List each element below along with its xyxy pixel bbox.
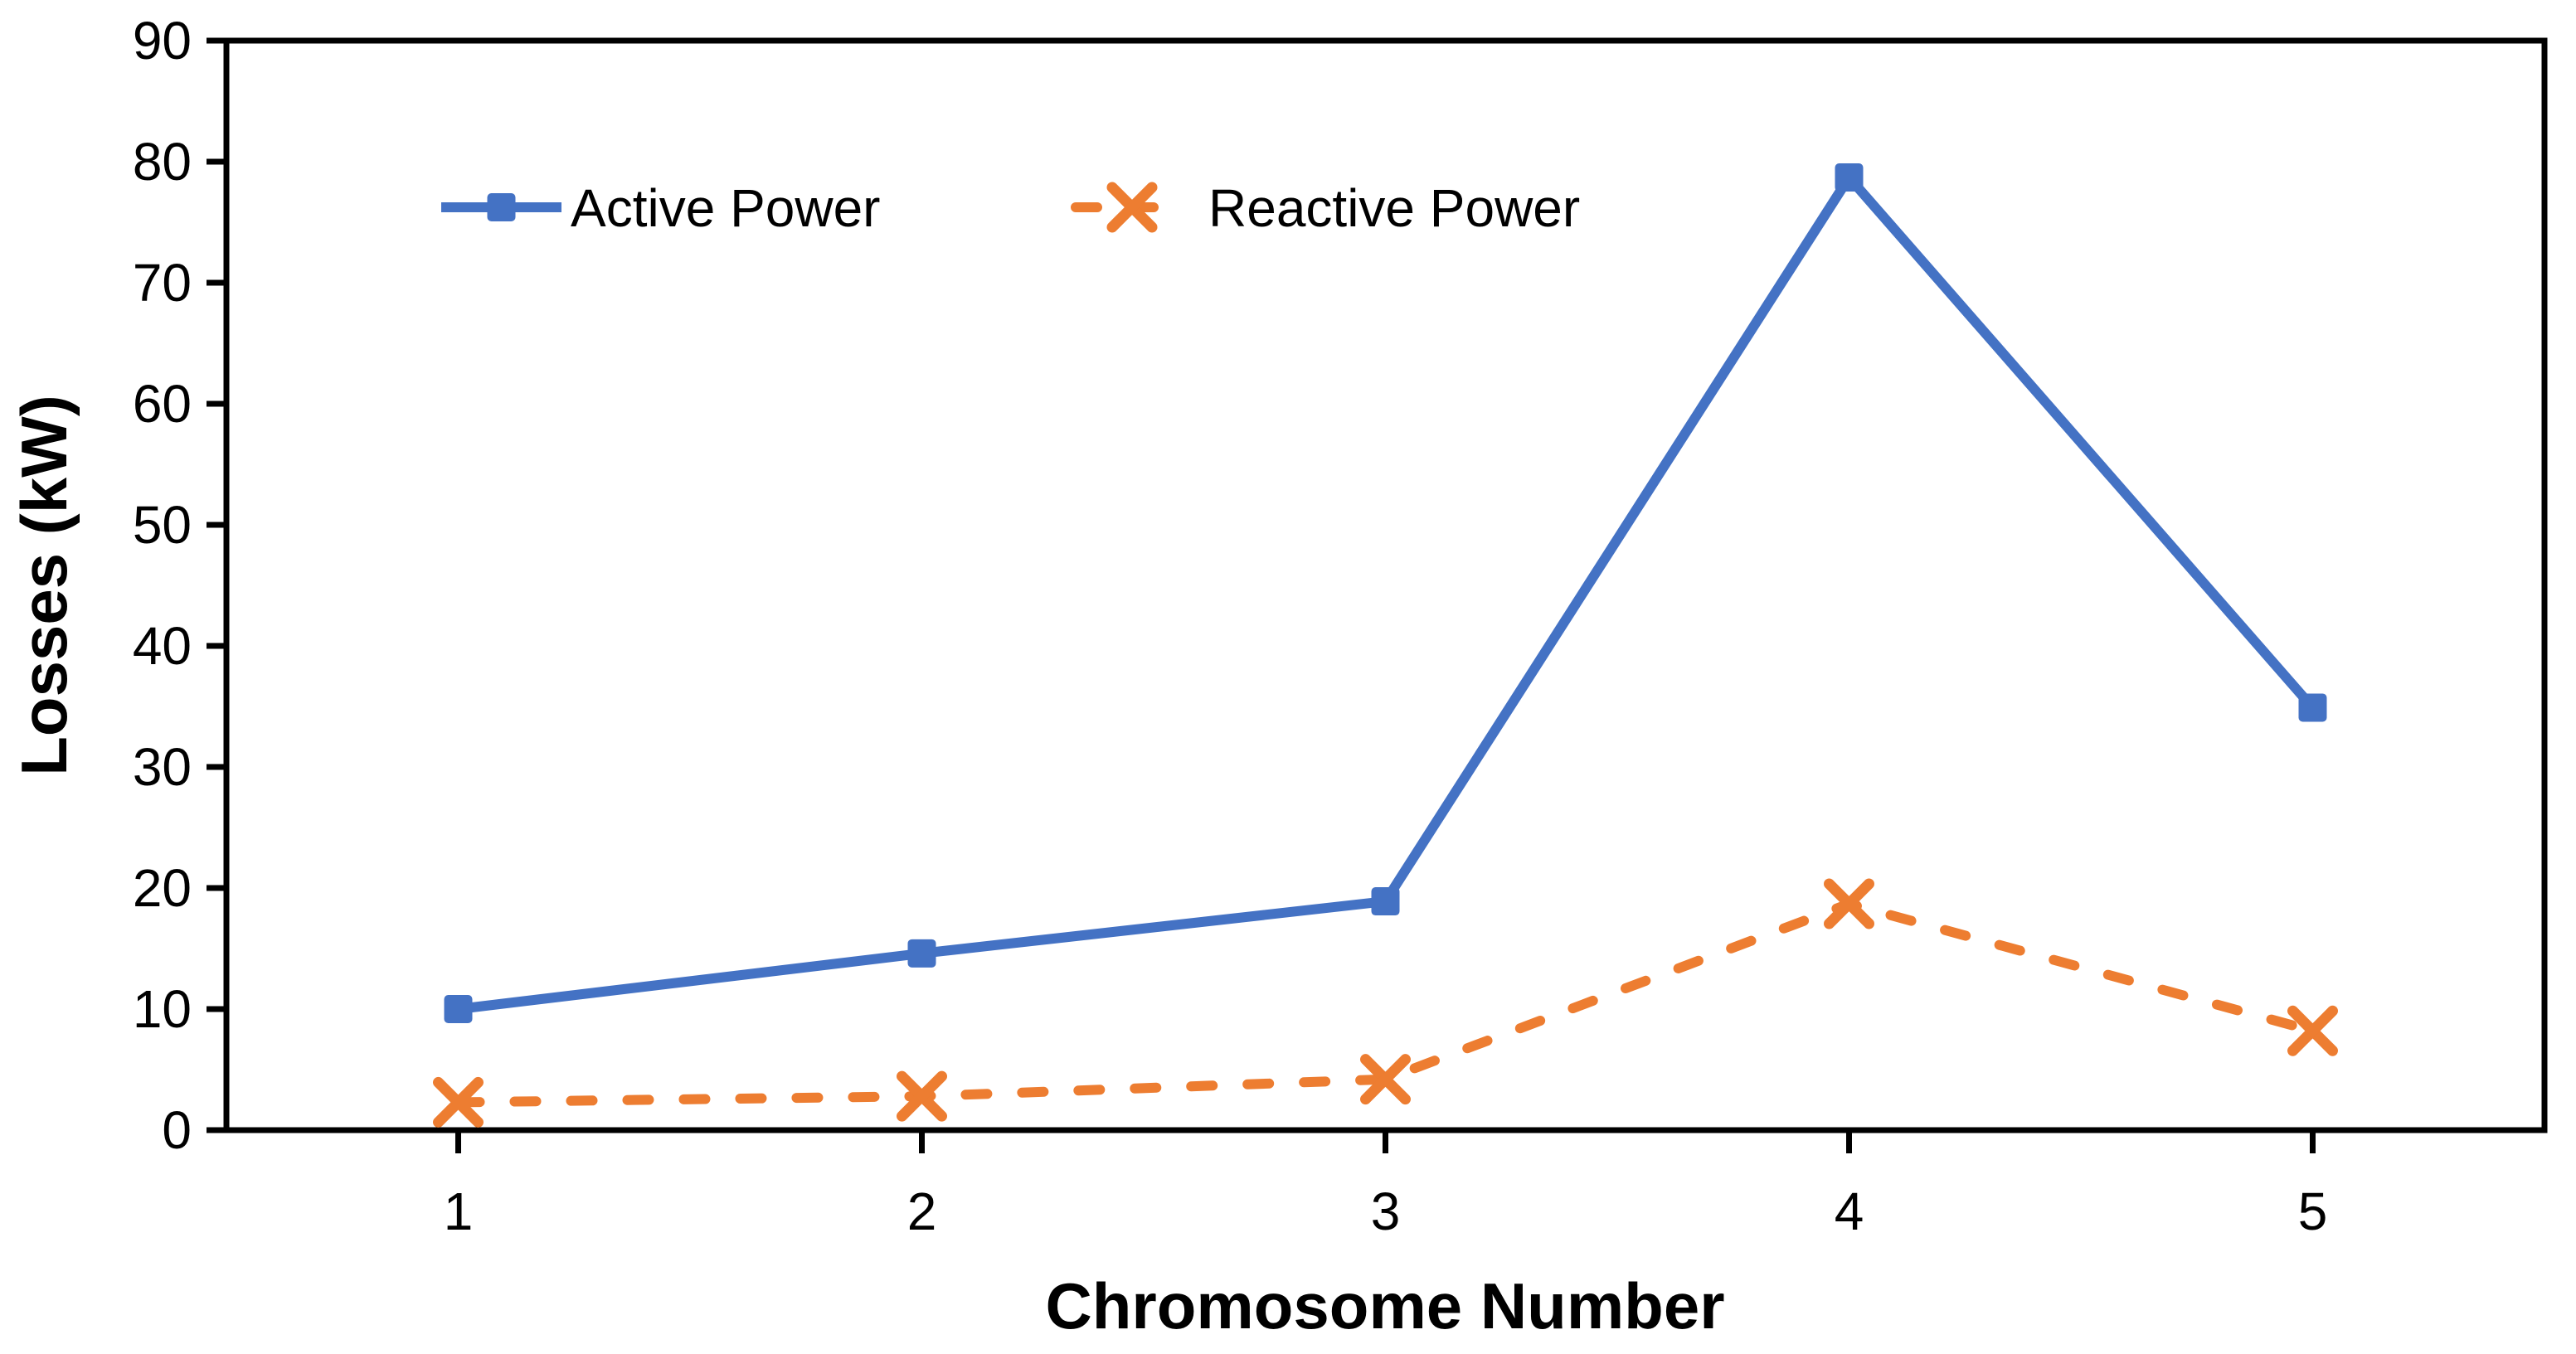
y-tick-label-20: 20 [133, 858, 192, 918]
y-tick-label-70: 70 [133, 253, 192, 313]
reactive-power-marker-3 [1360, 1054, 1411, 1105]
x-axis: 1 2 3 4 5 [444, 1130, 2328, 1241]
legend-label-reactive-power: Reactive Power [1208, 178, 1580, 238]
reactive-power-marker-4 [1824, 878, 1874, 929]
x-tick-label-3: 3 [1371, 1182, 1401, 1241]
legend-marker-reactive-power-stroke-2 [1106, 182, 1158, 233]
x-tick-label-4: 4 [1835, 1182, 1864, 1241]
legend-label-active-power: Active Power [571, 178, 880, 238]
y-axis: 0 10 20 30 40 50 60 70 80 90 [133, 11, 226, 1160]
legend-marker-active-power [487, 193, 516, 221]
y-tick-label-90: 90 [133, 11, 192, 70]
reactive-power-marker-4-stroke-2 [1824, 878, 1874, 929]
active-power-marker-5 [2298, 693, 2327, 722]
legend-marker-reactive-power [1106, 182, 1158, 233]
y-tick-label-0: 0 [162, 1100, 192, 1160]
reactive-power-marker-1-stroke-2 [433, 1076, 484, 1128]
y-tick-label-60: 60 [133, 374, 192, 434]
reactive-power-marker-2 [897, 1070, 947, 1122]
active-power-marker-4 [1835, 163, 1864, 192]
active-power-marker-1 [444, 995, 473, 1023]
x-tick-label-5: 5 [2298, 1182, 2328, 1241]
x-tick-label-1: 1 [444, 1182, 474, 1241]
x-tick-label-2: 2 [907, 1182, 937, 1241]
active-power-line [457, 172, 2317, 1014]
reactive-power-marker-3-stroke-2 [1360, 1054, 1411, 1105]
reactive-power-marker-5 [2287, 1005, 2338, 1056]
series-group [433, 163, 2338, 1128]
reactive-power-marker-1 [433, 1076, 484, 1128]
y-tick-label-50: 50 [133, 495, 192, 555]
y-tick-label-80: 80 [133, 132, 192, 192]
legend-item-active-power: Active Power [441, 178, 880, 238]
reactive-power-marker-5-stroke-2 [2287, 1005, 2338, 1056]
legend-item-reactive-power: Reactive Power [1071, 178, 1580, 238]
y-axis-title: Losses (kW) [7, 395, 80, 775]
y-tick-label-10: 10 [133, 979, 192, 1039]
active-power-marker-2 [907, 939, 936, 968]
y-tick-label-40: 40 [133, 616, 192, 676]
legend: Active Power Reactive Power [441, 178, 1580, 238]
reactive-power-marker-2-stroke-2 [897, 1070, 947, 1122]
active-power-marker-3 [1371, 887, 1400, 916]
y-tick-label-30: 30 [133, 737, 192, 797]
x-axis-title: Chromosome Number [1045, 1269, 1724, 1342]
